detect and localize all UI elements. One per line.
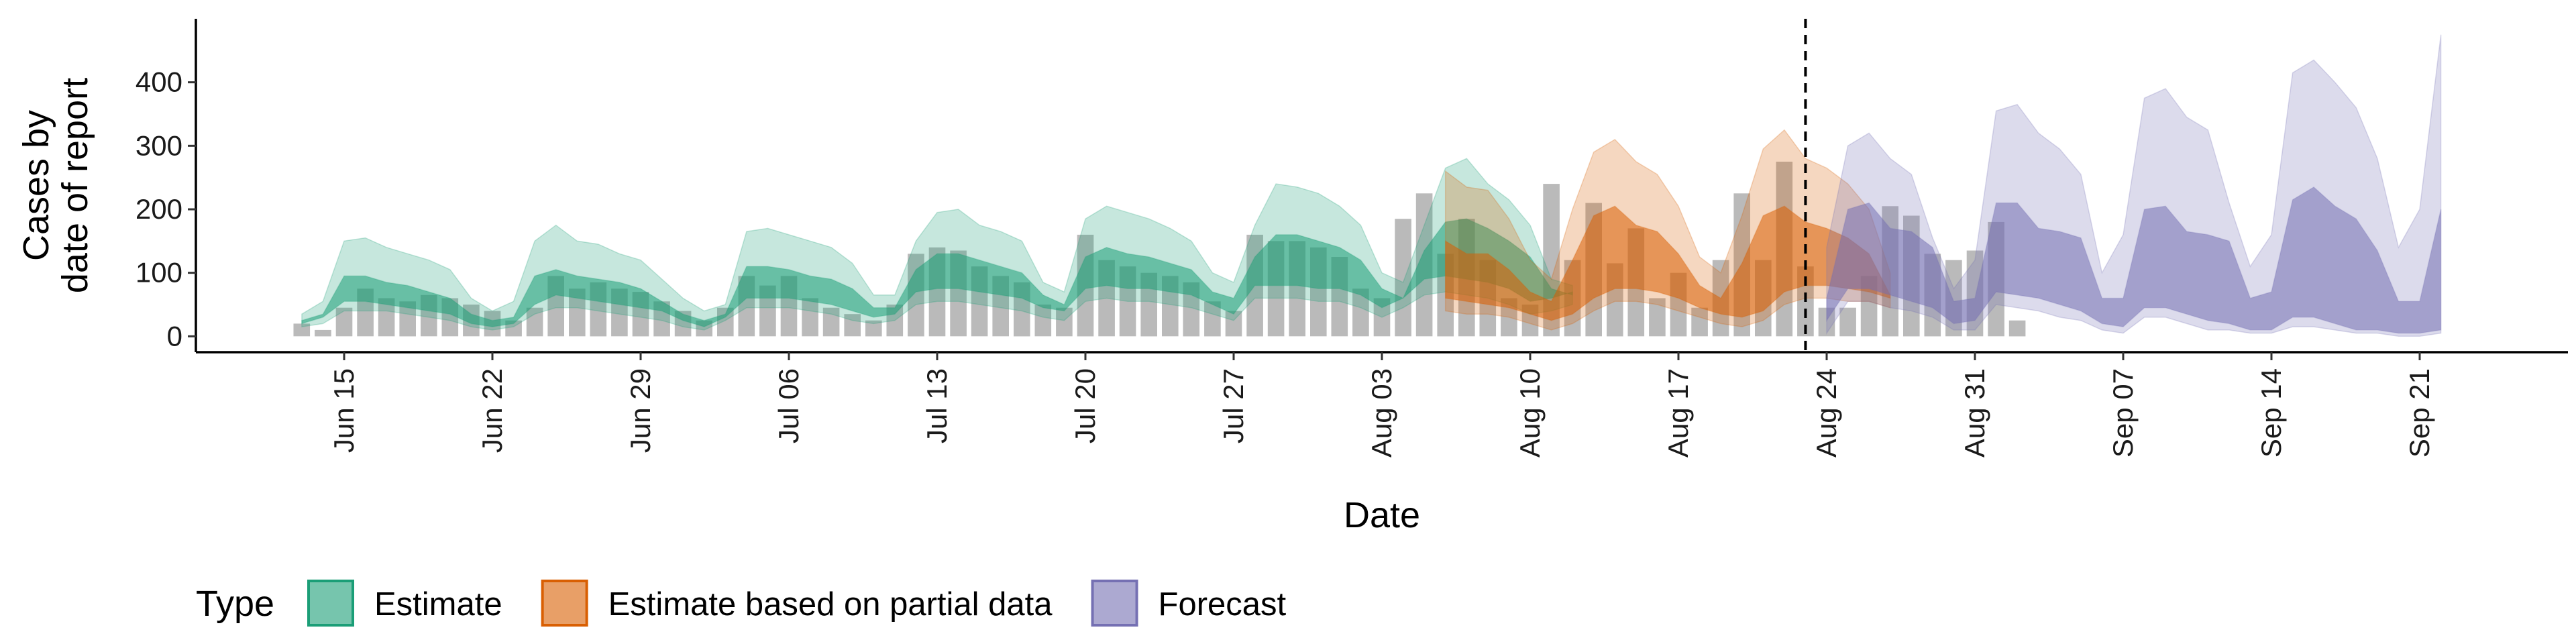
legend-swatch-estimate-based-on-partial-data	[541, 580, 588, 627]
observed-bar	[315, 329, 331, 337]
x-tick-label: Aug 10	[1514, 368, 1546, 458]
observed-bar	[1204, 301, 1221, 337]
observed-bar	[293, 323, 311, 337]
observed-bar	[1034, 305, 1052, 337]
observed-bar	[844, 314, 861, 337]
legend-swatch-estimate	[307, 580, 354, 627]
x-tick-label: Sep 21	[2404, 368, 2435, 458]
y-tick-label: 200	[136, 193, 182, 225]
x-tick-label: Sep 07	[2107, 368, 2139, 458]
observed-bar	[2008, 320, 2026, 337]
forecast-inner-band	[1826, 186, 2442, 334]
x-tick-label: Jun 15	[328, 368, 360, 453]
x-tick-label: Jul 06	[773, 368, 804, 443]
legend-label-forecast: Forecast	[1159, 586, 1287, 623]
observed-bar	[802, 298, 818, 337]
x-tick-label: Aug 31	[1959, 368, 1990, 458]
observed-bar	[1395, 219, 1411, 337]
legend-label-estimate: Estimate	[374, 586, 502, 623]
y-tick-label: 0	[167, 320, 182, 352]
x-tick-label: Jun 22	[476, 368, 508, 453]
plot-area	[293, 19, 2442, 352]
x-tick-label: Jul 20	[1069, 368, 1101, 443]
observed-bar	[1691, 307, 1708, 337]
observed-bar	[335, 307, 353, 337]
x-tick-label: Aug 17	[1662, 368, 1694, 458]
observed-bar	[865, 320, 882, 337]
observed-bar	[1839, 307, 1856, 337]
axes: 0 100 200 300 400 Jun 15 Jun 22 Jun 29 Jul 06 Jul…	[16, 19, 2568, 535]
x-axis-title: Date	[1344, 495, 1420, 535]
x-tick-label: Jul 27	[1218, 368, 1249, 443]
observed-bar	[1649, 298, 1666, 337]
x-tick-label: Jul 13	[921, 368, 953, 443]
y-tick-label: 300	[136, 129, 182, 161]
observed-bar	[1225, 311, 1242, 337]
legend-label-estimate-based-on-partial-data: Estimate based on partial data	[608, 586, 1053, 623]
observed-bar	[505, 320, 522, 337]
legend-title: Type	[196, 584, 274, 624]
legend-swatch-forecast	[1091, 580, 1138, 627]
y-axis-title-line: Cases by	[16, 110, 56, 261]
y-axis-title: Cases bydate of report	[16, 78, 95, 293]
x-tick-label: Jun 29	[625, 368, 656, 453]
observed-bar	[822, 307, 840, 337]
y-tick-label: 100	[136, 257, 182, 288]
observed-bar	[1056, 307, 1073, 337]
y-tick-label: 400	[136, 66, 182, 98]
estimate-based-on-partial-data-inner-band	[1444, 205, 1891, 321]
legend: Type Estimate Estimate based on partial da…	[196, 580, 1287, 627]
x-tick-label: Aug 03	[1366, 368, 1397, 458]
observed-bar	[526, 307, 543, 337]
observed-bar	[717, 307, 734, 337]
x-tick-label: Aug 24	[1811, 368, 1842, 458]
x-tick-label: Sep 14	[2255, 368, 2287, 458]
y-axis-title-line: date of report	[55, 78, 95, 293]
